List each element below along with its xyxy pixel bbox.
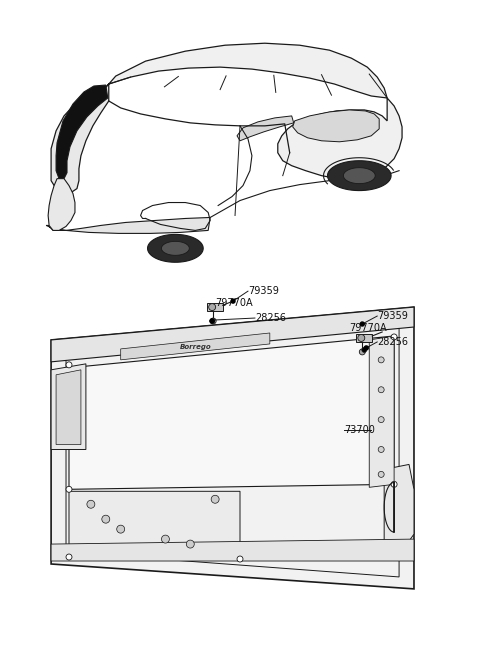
Circle shape	[378, 387, 384, 393]
Circle shape	[161, 535, 169, 543]
Polygon shape	[69, 491, 240, 559]
Circle shape	[66, 486, 72, 492]
Polygon shape	[161, 241, 189, 255]
Polygon shape	[120, 333, 270, 360]
Polygon shape	[356, 334, 372, 342]
Circle shape	[102, 515, 110, 523]
Polygon shape	[293, 110, 379, 142]
Polygon shape	[46, 218, 210, 234]
Text: 28256: 28256	[377, 337, 408, 347]
Text: 79359: 79359	[377, 311, 408, 321]
Polygon shape	[48, 178, 75, 230]
Circle shape	[66, 362, 72, 368]
Circle shape	[378, 472, 384, 478]
Polygon shape	[278, 98, 402, 178]
Text: 79359: 79359	[248, 286, 279, 296]
Circle shape	[186, 540, 194, 548]
Polygon shape	[384, 464, 414, 544]
Polygon shape	[369, 336, 394, 487]
Polygon shape	[147, 234, 203, 262]
Circle shape	[360, 322, 364, 326]
Circle shape	[117, 525, 125, 533]
Polygon shape	[327, 161, 391, 191]
Polygon shape	[96, 43, 387, 99]
Polygon shape	[51, 364, 86, 449]
Circle shape	[391, 482, 397, 487]
Polygon shape	[51, 539, 414, 561]
Circle shape	[391, 334, 397, 340]
Text: 79770A: 79770A	[215, 298, 253, 308]
Text: 79770A: 79770A	[349, 323, 387, 333]
Circle shape	[378, 417, 384, 422]
Text: Borrego: Borrego	[180, 344, 211, 350]
Circle shape	[210, 319, 215, 323]
Polygon shape	[237, 116, 294, 141]
Circle shape	[87, 501, 95, 508]
Polygon shape	[51, 307, 414, 589]
Polygon shape	[51, 84, 109, 193]
Circle shape	[237, 556, 243, 562]
Circle shape	[66, 554, 72, 560]
Polygon shape	[51, 307, 414, 362]
Circle shape	[358, 335, 365, 341]
Circle shape	[378, 357, 384, 363]
Circle shape	[209, 304, 216, 310]
Polygon shape	[69, 336, 394, 489]
Circle shape	[378, 447, 384, 453]
Polygon shape	[56, 85, 108, 178]
Polygon shape	[207, 303, 223, 311]
Polygon shape	[56, 370, 81, 445]
Circle shape	[360, 349, 365, 355]
Text: 28256: 28256	[255, 313, 286, 323]
Circle shape	[210, 318, 216, 324]
Circle shape	[210, 319, 214, 323]
Circle shape	[362, 348, 367, 352]
Text: 73700: 73700	[344, 424, 375, 434]
Circle shape	[231, 299, 235, 303]
Polygon shape	[343, 168, 375, 184]
Circle shape	[364, 346, 368, 350]
Circle shape	[211, 495, 219, 503]
